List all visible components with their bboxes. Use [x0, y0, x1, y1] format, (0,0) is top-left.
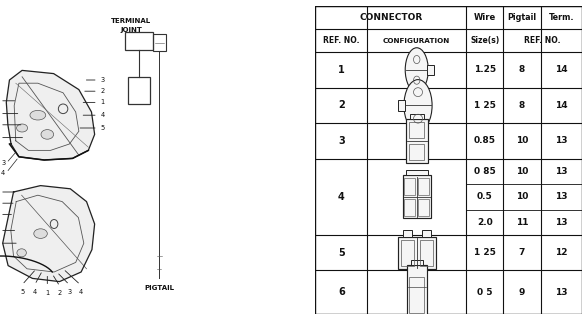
Bar: [125, 32, 153, 50]
Text: 14: 14: [555, 65, 567, 74]
Bar: [153, 34, 166, 51]
Text: 7: 7: [519, 248, 525, 257]
Ellipse shape: [405, 48, 428, 92]
Text: 1 25: 1 25: [474, 101, 496, 110]
Text: 8: 8: [519, 65, 525, 74]
Bar: [427, 65, 434, 75]
Text: 4: 4: [100, 112, 105, 118]
Text: 8: 8: [519, 101, 525, 110]
Text: 13: 13: [555, 136, 567, 146]
Text: 10: 10: [516, 167, 528, 176]
Bar: [418, 178, 430, 195]
Text: 1 25: 1 25: [474, 248, 496, 257]
Bar: [410, 276, 424, 313]
Text: Term.: Term.: [549, 13, 574, 22]
Bar: [403, 230, 411, 236]
Bar: [398, 100, 405, 111]
Ellipse shape: [30, 110, 46, 120]
Ellipse shape: [17, 249, 26, 257]
Text: 13: 13: [555, 167, 567, 176]
Text: CONFIGURATION: CONFIGURATION: [383, 38, 450, 44]
Text: 3: 3: [1, 160, 5, 166]
Bar: [400, 240, 414, 266]
Text: 6: 6: [338, 287, 345, 297]
Text: 12: 12: [555, 248, 567, 257]
Ellipse shape: [16, 124, 27, 132]
Bar: [420, 240, 433, 266]
Text: Size(s): Size(s): [470, 36, 499, 45]
Bar: [406, 170, 428, 175]
Text: REF. NO.: REF. NO.: [524, 36, 561, 45]
Text: 14: 14: [555, 101, 567, 110]
Bar: [398, 236, 436, 269]
Text: 5: 5: [338, 248, 345, 258]
Bar: [410, 115, 424, 119]
Text: 0.85: 0.85: [474, 136, 496, 146]
Text: 1: 1: [338, 65, 345, 75]
Bar: [403, 175, 431, 219]
Ellipse shape: [404, 80, 432, 131]
Text: 10: 10: [516, 192, 528, 201]
Text: 11: 11: [516, 218, 528, 227]
Text: 13: 13: [555, 287, 567, 297]
Bar: [406, 119, 428, 163]
Text: 0 5: 0 5: [477, 287, 492, 297]
Text: 13: 13: [555, 192, 567, 201]
Bar: [404, 178, 415, 195]
Text: 1: 1: [100, 100, 104, 105]
Text: 4: 4: [1, 170, 5, 176]
Ellipse shape: [41, 130, 54, 139]
Text: 2: 2: [338, 100, 345, 110]
Bar: [409, 122, 424, 138]
Text: 5: 5: [20, 289, 24, 295]
Bar: [410, 260, 423, 265]
Text: CONNECTOR: CONNECTOR: [359, 13, 423, 22]
Text: 3: 3: [338, 136, 345, 146]
Text: PIGTAIL: PIGTAIL: [144, 285, 174, 291]
Text: 4: 4: [79, 289, 83, 295]
Text: 10: 10: [516, 136, 528, 146]
Text: 3: 3: [68, 289, 72, 295]
Text: 2.0: 2.0: [477, 218, 492, 227]
Text: 4: 4: [338, 192, 345, 202]
Text: Wire: Wire: [474, 13, 496, 22]
Text: 0.5: 0.5: [477, 192, 492, 201]
Text: 1: 1: [45, 290, 49, 296]
Bar: [128, 77, 150, 104]
Bar: [422, 230, 431, 236]
Polygon shape: [3, 186, 95, 282]
Text: 5: 5: [100, 125, 105, 131]
Text: JOINT: JOINT: [120, 28, 142, 33]
Text: Pigtail: Pigtail: [508, 13, 537, 22]
Text: 1.25: 1.25: [474, 65, 496, 74]
Bar: [418, 199, 430, 216]
Polygon shape: [6, 70, 95, 160]
Text: 2: 2: [100, 88, 105, 94]
Text: TERMINAL: TERMINAL: [111, 18, 151, 24]
Text: REF. NO.: REF. NO.: [323, 36, 360, 45]
Bar: [409, 144, 424, 160]
Text: 3: 3: [100, 77, 104, 83]
Text: 13: 13: [555, 218, 567, 227]
Text: 0 85: 0 85: [474, 167, 496, 176]
Text: 4: 4: [33, 289, 37, 295]
Ellipse shape: [34, 229, 47, 238]
Bar: [407, 265, 427, 319]
Text: 9: 9: [519, 287, 525, 297]
Bar: [404, 199, 415, 216]
Text: 2: 2: [58, 290, 62, 296]
